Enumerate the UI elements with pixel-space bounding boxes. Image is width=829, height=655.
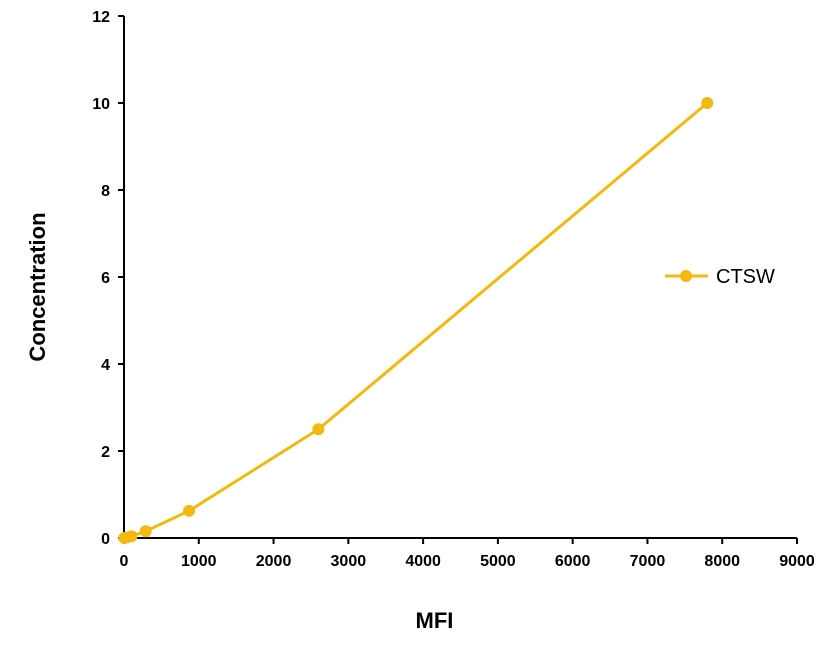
data-point	[125, 530, 138, 543]
series-line-ctsw	[124, 101, 709, 540]
data-point	[139, 525, 152, 538]
legend: CTSW	[665, 266, 775, 288]
x-tick-label: 5000	[480, 553, 516, 570]
x-axis-title: MFI	[416, 608, 454, 633]
data-point	[183, 504, 196, 517]
y-tick-label: 8	[101, 183, 110, 200]
data-point	[701, 97, 714, 109]
legend-marker	[680, 270, 692, 282]
y-ticks: 0 2 4 6 8 10 12	[92, 9, 124, 548]
y-tick-label: 4	[101, 357, 110, 374]
y-tick-label: 12	[92, 9, 110, 26]
x-tick-label: 7000	[630, 553, 666, 570]
y-axis-title: Concentration	[25, 212, 50, 361]
x-tick-label: 0	[120, 553, 129, 570]
x-ticks: 0 1000 2000 3000 4000 5000 6000 7000 8000 9000	[120, 538, 815, 570]
x-tick-label: 6000	[555, 553, 591, 570]
x-tick-label: 2000	[256, 553, 292, 570]
x-tick-label: 3000	[331, 553, 367, 570]
x-tick-label: 9000	[779, 553, 815, 570]
x-tick-label: 4000	[405, 553, 441, 570]
x-tick-label: 8000	[704, 553, 740, 570]
data-point	[312, 423, 325, 436]
y-tick-label: 0	[101, 531, 110, 548]
x-tick-label: 1000	[181, 553, 217, 570]
legend-label: CTSW	[716, 266, 775, 288]
y-tick-label: 2	[101, 444, 110, 461]
series-layer	[118, 97, 714, 544]
y-tick-label: 10	[92, 96, 110, 113]
y-tick-label: 6	[101, 270, 110, 287]
